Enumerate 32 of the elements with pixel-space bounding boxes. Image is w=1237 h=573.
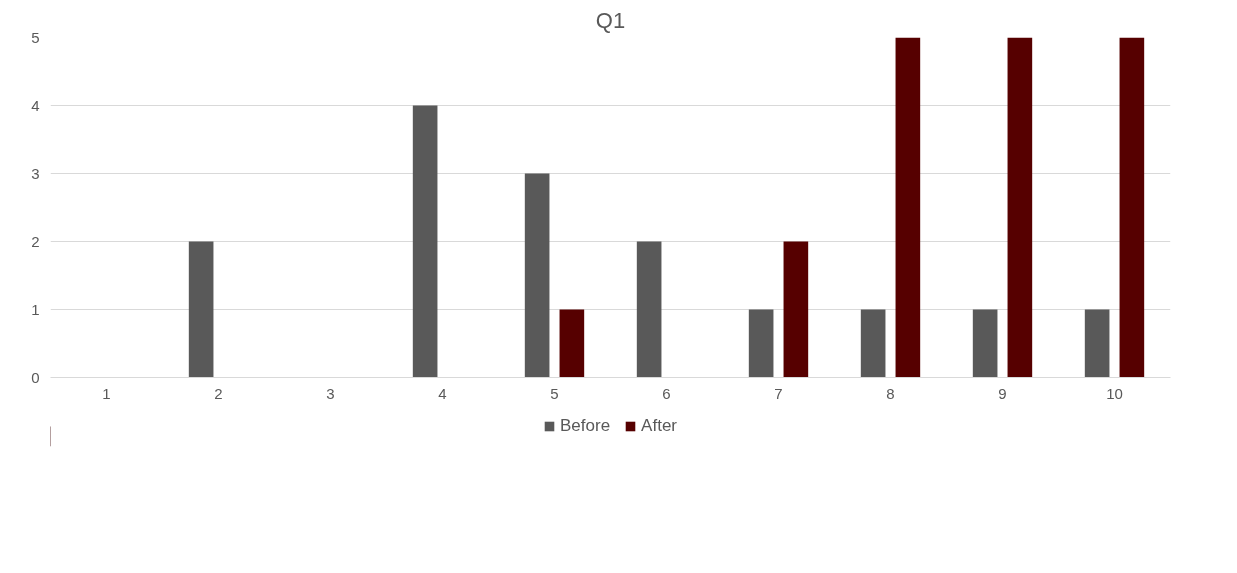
bar — [748, 309, 774, 378]
x-tick-label: 8 — [886, 384, 895, 402]
x-tick-label: 1 — [102, 384, 111, 402]
bar — [412, 105, 438, 378]
x-tick-label: 4 — [438, 384, 447, 402]
x-tick-label: 7 — [774, 384, 783, 402]
y-tick-label: 5 — [31, 28, 40, 46]
bar — [524, 173, 550, 378]
x-tick-label: 6 — [662, 384, 671, 402]
x-tick-label: 5 — [550, 384, 559, 402]
x-tick-label: 10 — [1106, 384, 1123, 402]
bar — [559, 309, 585, 378]
y-tick-label: 0 — [31, 368, 40, 386]
bar — [636, 241, 662, 378]
x-tick-label: 2 — [214, 384, 223, 402]
bar — [1084, 309, 1110, 378]
legend-label: After — [641, 416, 677, 436]
y-tick-label: 2 — [31, 232, 40, 250]
y-tick-label: 3 — [31, 164, 40, 182]
y-tick-label: 4 — [31, 96, 40, 114]
y-tick-label: 1 — [31, 300, 40, 318]
bar — [1119, 37, 1145, 378]
bar — [783, 241, 809, 378]
bar — [188, 241, 214, 378]
bar — [895, 37, 921, 378]
bar — [1007, 37, 1033, 378]
x-tick-label: 3 — [326, 384, 335, 402]
legend-label: Before — [560, 416, 611, 436]
chart-title: Q1 — [595, 7, 626, 33]
bar — [860, 309, 886, 378]
bar — [972, 309, 998, 378]
x-tick-label: 9 — [998, 384, 1007, 402]
